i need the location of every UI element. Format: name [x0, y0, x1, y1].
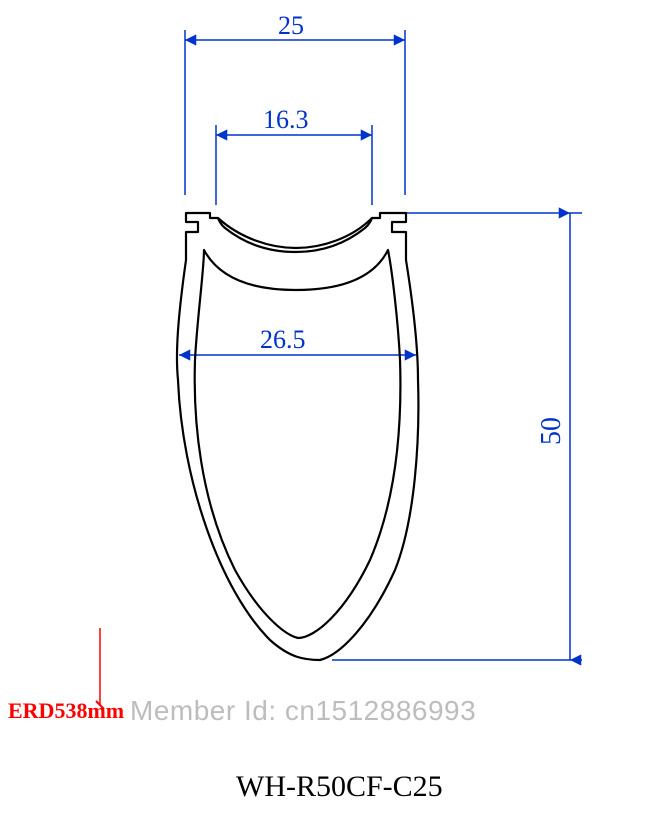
watermark-text: Member Id: cn1512886993 — [130, 695, 476, 727]
dimension-lines — [179, 30, 582, 660]
dim-depth: 50 — [536, 417, 567, 445]
erd-label: ERD538mm — [8, 698, 124, 724]
rim-profile — [177, 213, 418, 660]
model-label: WH-R50CF-C25 — [236, 770, 443, 804]
dim-outer-width: 25 — [278, 11, 304, 40]
diagram-canvas: { "dimensions": { "outer_width": { "valu… — [0, 0, 651, 829]
dim-max-width: 26.5 — [260, 325, 306, 354]
dim-inner-width: 16.3 — [263, 105, 309, 134]
